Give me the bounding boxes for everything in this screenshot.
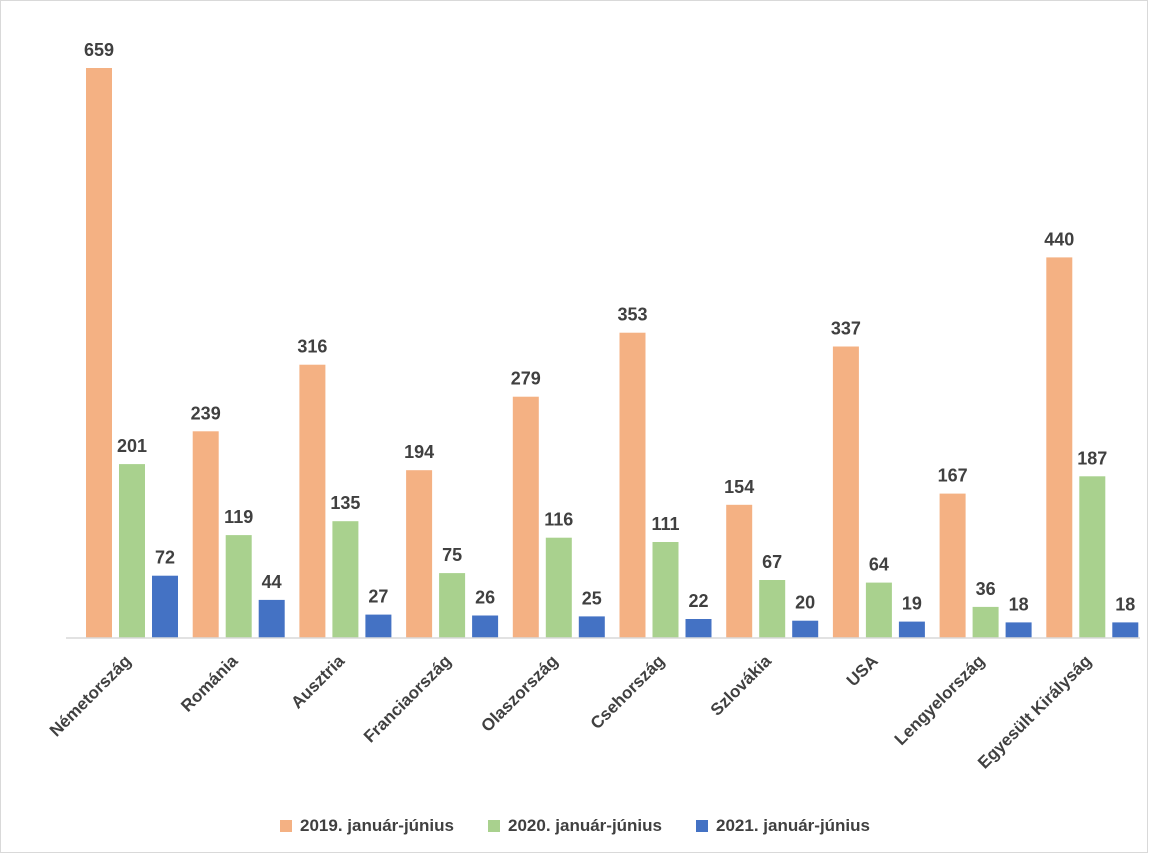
- legend-swatch-2020: [488, 820, 500, 832]
- bar: [258, 599, 285, 638]
- bar: [1079, 476, 1106, 638]
- data-label: 36: [976, 579, 996, 599]
- category-label: USA: [843, 651, 882, 690]
- data-label: 18: [1009, 594, 1029, 614]
- bar: [832, 346, 859, 638]
- data-label: 111: [651, 514, 679, 534]
- category-label: Románia: [177, 651, 242, 716]
- legend-item-2021: 2021. január-június: [696, 816, 870, 836]
- category-label: Franciaország: [360, 651, 455, 746]
- data-label: 135: [330, 493, 360, 513]
- bar: [578, 616, 605, 638]
- data-label: 26: [475, 588, 495, 608]
- legend: 2019. január-június 2020. január-június …: [0, 816, 1150, 836]
- data-label: 659: [84, 40, 114, 60]
- category-label: Lengyelország: [891, 651, 989, 749]
- bar: [365, 614, 392, 638]
- bar: [619, 332, 646, 638]
- data-label: 353: [617, 305, 647, 325]
- bars-layer: [86, 68, 1139, 638]
- legend-label-2020: 2020. január-június: [508, 816, 662, 835]
- data-label: 64: [869, 555, 889, 575]
- legend-swatch-2019: [280, 820, 292, 832]
- data-labels-layer: 659 201 72 239 119 44 316 135 27 194 75 26 279 116 25 3…: [84, 40, 1135, 614]
- category-label: Olaszország: [477, 651, 561, 735]
- bar: [726, 504, 753, 638]
- bar: [299, 364, 326, 638]
- bar: [86, 68, 112, 638]
- bar: [439, 573, 466, 638]
- data-label: 119: [224, 507, 253, 527]
- bar: [512, 396, 539, 638]
- bar: [472, 615, 499, 638]
- data-label: 201: [117, 436, 147, 456]
- bar: [332, 521, 359, 638]
- category-label: Csehország: [587, 651, 669, 733]
- data-label: 44: [262, 572, 282, 592]
- legend-item-2020: 2020. január-június: [488, 816, 662, 836]
- category-label: Egyesült Királyság: [974, 651, 1095, 772]
- data-label: 27: [368, 587, 388, 607]
- bar: [192, 431, 219, 638]
- category-label: Ausztria: [287, 651, 348, 712]
- bar: [865, 582, 892, 638]
- bar: [1112, 622, 1139, 638]
- data-label: 154: [724, 477, 754, 497]
- bar: [685, 619, 712, 638]
- data-label: 194: [404, 442, 434, 462]
- data-label: 440: [1044, 229, 1074, 249]
- legend-item-2019: 2019. január-június: [280, 816, 454, 836]
- bar: [652, 542, 679, 638]
- bar: [545, 537, 572, 638]
- data-label: 337: [831, 319, 861, 339]
- data-label: 75: [442, 545, 462, 565]
- bar-chart: 659 201 72 239 119 44 316 135 27 194 75 26 279 116 25 3…: [46, 40, 1140, 772]
- legend-label-2019: 2019. január-június: [300, 816, 454, 835]
- data-label: 19: [902, 594, 922, 614]
- category-labels-layer: Németország Románia Ausztria Franciaország O…: [46, 651, 1095, 772]
- category-label: Németország: [46, 651, 135, 740]
- bar: [898, 621, 925, 638]
- category-label: Szlovákia: [707, 651, 776, 720]
- data-label: 239: [191, 403, 221, 423]
- legend-label-2021: 2021. január-június: [716, 816, 870, 835]
- data-label: 187: [1077, 448, 1107, 468]
- bar: [792, 620, 819, 638]
- data-label: 72: [155, 548, 175, 568]
- bar: [759, 580, 786, 638]
- data-label: 22: [688, 591, 708, 611]
- data-label: 25: [582, 588, 602, 608]
- legend-swatch-2021: [696, 820, 708, 832]
- bar: [119, 464, 145, 638]
- bar: [406, 470, 433, 638]
- data-label: 18: [1115, 594, 1135, 614]
- data-label: 316: [297, 337, 327, 357]
- bar: [939, 493, 966, 638]
- data-label: 279: [511, 369, 541, 389]
- data-label: 20: [795, 593, 815, 613]
- data-label: 167: [938, 466, 968, 486]
- bar: [1005, 622, 1032, 638]
- bar: [152, 575, 178, 638]
- bar: [972, 606, 999, 638]
- bar: [1046, 257, 1073, 638]
- bar: [225, 535, 252, 638]
- data-label: 116: [544, 510, 573, 530]
- data-label: 67: [762, 552, 782, 572]
